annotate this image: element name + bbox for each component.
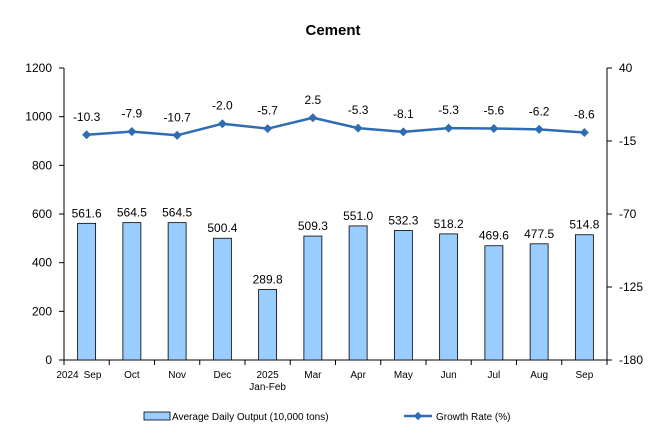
bar: [348, 225, 368, 361]
left-tick-label: 0: [45, 353, 52, 367]
bar: [529, 243, 549, 361]
bar: [303, 235, 323, 361]
bar: [574, 234, 594, 361]
growth-rate-data-label: -5.6: [484, 104, 505, 118]
growth-rate-marker: [172, 130, 182, 140]
bar: [167, 222, 187, 361]
left-tick-label: 400: [32, 256, 52, 270]
bar: [484, 245, 504, 361]
x-category-label: Jun: [441, 370, 457, 381]
growth-rate-data-label: -8.6: [574, 108, 595, 122]
x-category-label: Jan-Feb: [249, 382, 286, 393]
right-tick-label: -70: [619, 207, 637, 221]
growth-rate-marker: [534, 124, 544, 134]
growth-rate-marker: [263, 124, 273, 134]
right-tick-label: -180: [619, 353, 643, 367]
x-category-label: Sep: [575, 370, 593, 381]
bar: [212, 237, 232, 361]
bar-data-label: 509.3: [298, 219, 328, 233]
right-tick-label: -15: [619, 134, 637, 148]
bar: [122, 222, 142, 361]
growth-rate-data-label: -7.9: [122, 107, 143, 121]
chart-title: Cement: [305, 22, 360, 39]
legend-bar-swatch: [143, 411, 171, 421]
growth-rate-line: [86, 116, 585, 137]
growth-rate-marker: [579, 127, 589, 138]
growth-rate-data-label: -5.3: [348, 103, 369, 117]
bar-data-label: 532.3: [388, 213, 418, 227]
bar-data-label: 518.2: [434, 217, 464, 231]
growth-rate-data-label: -5.3: [438, 103, 459, 117]
left-tick-label: 800: [32, 158, 52, 172]
left-tick-label: 1000: [25, 110, 52, 124]
left-tick-label: 1200: [25, 61, 52, 75]
bar-data-label: 564.5: [162, 206, 192, 220]
growth-rate-data-label: -6.2: [529, 104, 550, 118]
growth-rate-data-label: -8.1: [393, 107, 414, 121]
x-category-label: Oct: [124, 370, 140, 381]
bar-data-label: 477.5: [524, 227, 554, 241]
growth-rate-marker: [398, 127, 408, 137]
left-tick-label: 600: [32, 207, 52, 221]
x-category-label-year: 2025: [257, 370, 280, 381]
x-category-label: Dec: [213, 370, 231, 381]
left-tick-label: 200: [32, 304, 52, 318]
growth-rate-data-label: -10.7: [163, 110, 191, 124]
growth-rate-data-label: 2.5: [305, 93, 322, 107]
bar-data-label: 564.5: [117, 206, 147, 220]
right-tick-label: 40: [619, 61, 633, 75]
bar: [393, 230, 413, 361]
x-category-label: Nov: [168, 370, 186, 381]
bar-data-label: 561.6: [72, 206, 102, 220]
x-category-label: Apr: [350, 370, 366, 381]
x-category-label: Mar: [304, 370, 322, 381]
x-category-label: May: [394, 370, 413, 381]
growth-rate-marker: [489, 123, 499, 134]
bar-data-label: 500.4: [207, 221, 237, 235]
growth-rate-marker: [308, 113, 318, 123]
right-tick-label: -125: [619, 280, 643, 294]
x-category-label-year: 2024: [56, 370, 79, 381]
bar: [439, 233, 459, 361]
x-category-label: Aug: [530, 370, 548, 381]
x-category-label: Jul: [487, 370, 500, 381]
bar-data-label: 551.0: [343, 209, 373, 223]
bar-data-label: 514.8: [569, 218, 599, 232]
growth-rate-marker: [353, 123, 363, 133]
bar: [258, 289, 278, 361]
growth-rate-marker: [444, 123, 454, 133]
growth-rate-data-label: -10.3: [73, 110, 101, 124]
bar-data-label: 289.8: [253, 272, 283, 286]
growth-rate-data-label: -2.0: [212, 99, 233, 113]
legend-line-marker: [413, 411, 423, 421]
x-category-label: Sep: [84, 370, 102, 381]
legend-line-label: Growth Rate (%): [436, 412, 510, 423]
bar-data-label: 469.6: [479, 229, 509, 243]
bar: [77, 222, 97, 361]
growth-rate-marker: [127, 127, 137, 137]
growth-rate-data-label: -5.7: [257, 104, 278, 118]
growth-rate-marker: [217, 119, 227, 129]
growth-rate-marker: [82, 130, 92, 140]
legend-bar-label: Average Daily Output (10,000 tons): [172, 412, 329, 423]
